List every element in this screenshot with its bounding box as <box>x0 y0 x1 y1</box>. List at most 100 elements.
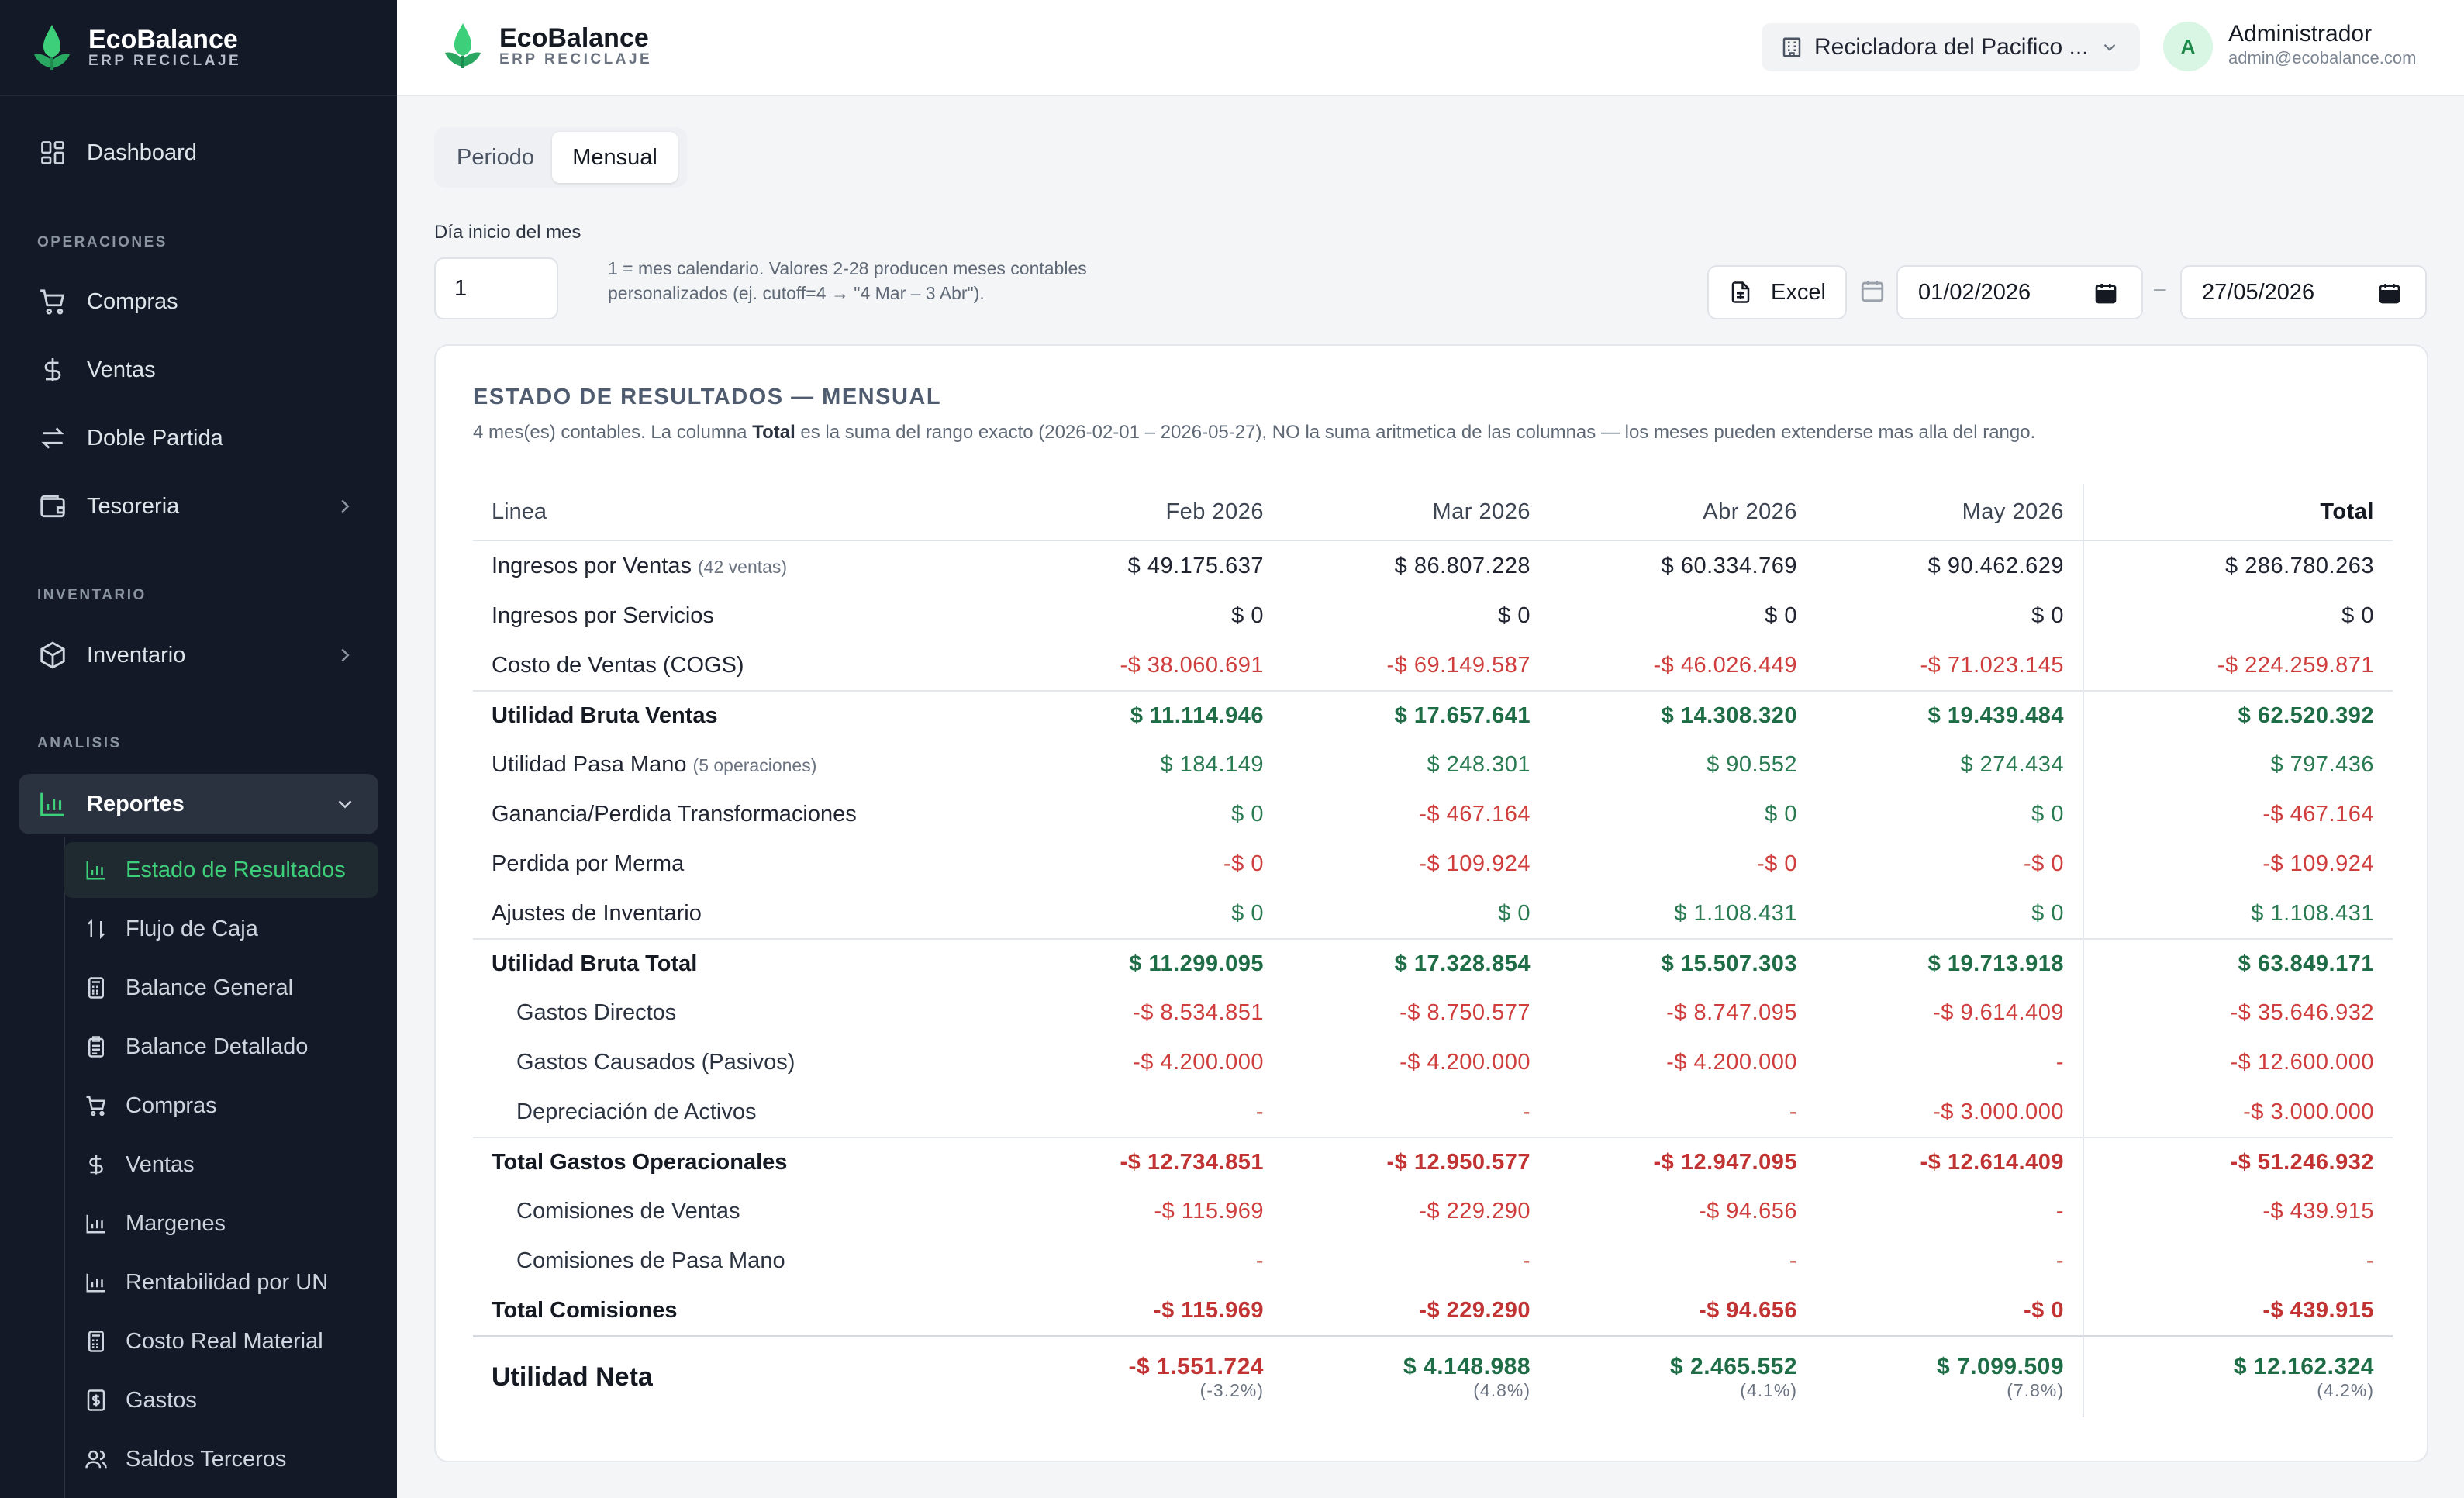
calendar-picker-icon[interactable] <box>2377 281 2402 305</box>
bar-chart-icon <box>82 856 110 884</box>
chevron-down-icon <box>2103 43 2116 51</box>
submenu-item-label: Margenes <box>126 1210 226 1236</box>
submenu-item-compras[interactable]: Compras <box>64 1078 378 1134</box>
table-row: Costo de Ventas (COGS) -$ 38.060.691 -$ 69… <box>473 640 2393 690</box>
sidebar-item-compras[interactable]: Compras <box>19 271 378 332</box>
row-label-text: Depreciación de Activos <box>516 1099 757 1124</box>
value-cell: $ 0 <box>1765 602 1797 628</box>
period-mode-toggle: Periodo Mensual <box>434 127 687 188</box>
row-label: Ingresos por Ventas (42 ventas) <box>473 554 1016 579</box>
tab-mensual[interactable]: Mensual <box>552 132 678 183</box>
value-cell: $ 0 <box>2031 602 2064 628</box>
row-label-text: Perdida por Merma <box>492 851 685 876</box>
swap-arrows-icon <box>37 423 68 454</box>
row-label-text: Ingresos por Servicios <box>492 602 714 628</box>
table-row: Gastos Directos -$ 8.534.851 -$ 8.750.577 -… <box>473 988 2393 1037</box>
value-cell: - <box>1255 1099 1264 1124</box>
value-cell: $ 11.114.946 <box>1130 702 1264 728</box>
desc-text: 4 mes(es) contables. La columna <box>473 422 753 443</box>
value-cell: -$ 0 <box>2024 1297 2064 1323</box>
row-label-text: Gastos Causados (Pasivos) <box>516 1049 795 1075</box>
submenu-item-rentabilidad-un[interactable]: Rentabilidad por UN <box>64 1255 378 1310</box>
section-operaciones: OPERACIONES <box>37 234 167 250</box>
value-cell: -$ 4.200.000 <box>1666 1049 1797 1075</box>
value-cell: -$ 0 <box>1757 851 1797 876</box>
table-row: Ingresos por Servicios $ 0 $ 0 $ 0 $ 0 $ 0 <box>473 591 2393 640</box>
sidebar-item-tesoreria[interactable]: Tesoreria <box>19 476 378 537</box>
brand-name: EcoBalance <box>499 23 649 53</box>
report-title: ESTADO DE RESULTADOS — MENSUAL <box>473 385 942 409</box>
table-row: Ajustes de Inventario $ 0 $ 0 $ 1.108.431 $ … <box>473 889 2393 938</box>
net-margin-pct: (7.8%) <box>2007 1380 2064 1400</box>
total-cell: -$ 467.164 <box>2083 789 2393 839</box>
value-cell: $ 19.439.484 <box>1927 702 2064 728</box>
submenu-item-estado-resultados[interactable]: Estado de Resultados <box>64 842 378 898</box>
value-cell: $ 0 <box>2031 900 2064 926</box>
total-cell: -$ 35.646.932 <box>2083 988 2393 1037</box>
report-description: 4 mes(es) contables. La columna Total es… <box>473 422 2035 444</box>
date-from-input[interactable]: 01/02/2026 <box>1896 265 2143 319</box>
value-cell: - <box>2055 1248 2064 1273</box>
total-cell: $ 63.849.171 <box>2083 940 2393 988</box>
dia-inicio-hint: 1 = mes calendario. Valores 2-28 produce… <box>608 256 1197 305</box>
income-statement-table: Linea Feb 2026 Mar 2026 Abr 2026 May 202… <box>473 484 2393 1417</box>
value-cell: -$ 12.950.577 <box>1386 1149 1531 1175</box>
building-icon <box>1782 37 1801 57</box>
sidebar-item-inventario[interactable]: Inventario <box>19 625 378 685</box>
table-row: Gastos Causados (Pasivos) -$ 4.200.000 -$ … <box>473 1037 2393 1087</box>
submenu-guide-line <box>64 837 65 1498</box>
row-label: Utilidad Bruta Total <box>473 951 1016 977</box>
cart-icon <box>82 1092 110 1120</box>
date-to-input[interactable]: 27/05/2026 <box>2180 265 2427 319</box>
value-cell: -$ 4.200.000 <box>1399 1049 1531 1075</box>
table-row: Ganancia/Perdida Transformaciones $ 0 -$ 4… <box>473 789 2393 839</box>
submenu-item-costo-real-material[interactable]: Costo Real Material <box>64 1313 378 1369</box>
company-selector[interactable]: Recicladora del Pacifico ... <box>1762 23 2140 71</box>
value-cell: $ 248.301 <box>1427 751 1531 777</box>
net-margin-pct: (-3.2%) <box>1199 1380 1264 1400</box>
value-cell: $ 0 <box>2031 801 2064 827</box>
value-cell: - <box>1789 1248 1797 1273</box>
avatar[interactable]: A <box>2163 22 2213 71</box>
submenu-item-margenes[interactable]: Margenes <box>64 1196 378 1251</box>
leaf-logo-icon <box>445 23 481 68</box>
sidebar-item-reportes[interactable]: Reportes <box>19 774 378 834</box>
total-cell: -$ 439.915 <box>2083 1186 2393 1236</box>
submenu-item-balance-detallado[interactable]: Balance Detallado <box>64 1019 378 1075</box>
excel-export-button[interactable]: Excel <box>1707 265 1847 319</box>
net-amount: $ 7.099.509 <box>1937 1354 2064 1379</box>
value-cell: -$ 115.969 <box>1153 1297 1264 1323</box>
row-label-text: Gastos Directos <box>516 999 677 1025</box>
row-label-text: Comisiones de Pasa Mano <box>516 1248 785 1273</box>
up-down-arrows-icon <box>82 915 110 943</box>
sidebar-item-doble-partida[interactable]: Doble Partida <box>19 408 378 468</box>
row-note: (5 operaciones) <box>692 754 817 775</box>
submenu-item-balance-general[interactable]: Balance General <box>64 960 378 1016</box>
submenu-item-flujo-caja[interactable]: Flujo de Caja <box>64 901 378 957</box>
chevron-down-icon <box>338 800 352 809</box>
table-row: Perdida por Merma -$ 0 -$ 109.924 -$ 0 -$ 0-… <box>473 839 2393 889</box>
value-cell: -$ 8.747.095 <box>1666 999 1797 1025</box>
submenu-item-saldos-terceros[interactable]: Saldos Terceros <box>64 1431 378 1487</box>
column-header: Feb 2026 <box>1165 499 1264 524</box>
row-label: Total Gastos Operacionales <box>473 1150 1016 1175</box>
user-info[interactable]: Administrador admin@ecobalance.com <box>2228 20 2416 68</box>
total-cell: - <box>2083 1236 2393 1286</box>
value-cell: $ 0 <box>1498 900 1531 926</box>
submenu-item-gastos[interactable]: Gastos <box>64 1372 378 1428</box>
bar-chart-icon <box>82 1210 110 1237</box>
submenu-item-ventas[interactable]: Ventas <box>64 1137 378 1193</box>
calendar-icon <box>1861 281 1884 302</box>
value-cell: - <box>1255 1248 1264 1273</box>
table-row: Utilidad Pasa Mano (5 operaciones) $ 184.… <box>473 740 2393 789</box>
value-cell: $ 15.507.303 <box>1661 951 1797 976</box>
row-label: Depreciación de Activos <box>473 1099 1016 1125</box>
dia-inicio-input[interactable]: 1 <box>434 257 558 319</box>
tab-periodo[interactable]: Periodo <box>457 144 534 170</box>
sidebar-item-ventas[interactable]: Ventas <box>19 340 378 400</box>
calendar-picker-icon[interactable] <box>2093 281 2118 305</box>
sidebar-item-dashboard[interactable]: Dashboard <box>19 123 378 183</box>
value-cell: -$ 12.734.851 <box>1120 1149 1264 1175</box>
submenu-item-label: Rentabilidad por UN <box>126 1269 329 1295</box>
row-label: Gastos Causados (Pasivos) <box>473 1050 1016 1075</box>
